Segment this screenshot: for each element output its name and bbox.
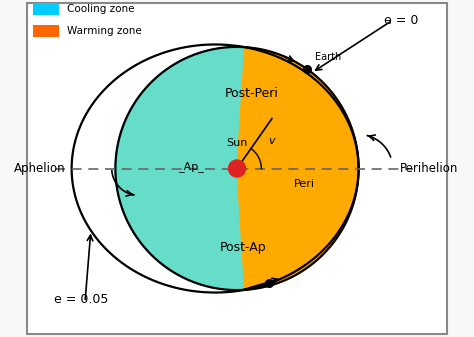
Text: Warming zone: Warming zone <box>67 26 142 36</box>
Text: Perihelion: Perihelion <box>400 162 458 175</box>
Polygon shape <box>115 48 359 289</box>
Polygon shape <box>115 47 245 290</box>
Text: Cooling zone: Cooling zone <box>67 4 134 14</box>
Text: Earth: Earth <box>315 52 341 62</box>
Text: Sun: Sun <box>226 138 248 148</box>
FancyBboxPatch shape <box>27 3 447 334</box>
Circle shape <box>228 160 246 177</box>
Text: v: v <box>268 135 274 146</box>
Polygon shape <box>115 47 359 290</box>
Text: _Ap_: _Ap_ <box>178 161 204 172</box>
Text: Post-Ap: Post-Ap <box>220 241 266 254</box>
Text: Post-Peri: Post-Peri <box>225 87 279 100</box>
Text: e = 0.05: e = 0.05 <box>54 293 109 306</box>
Text: Peri: Peri <box>293 179 314 189</box>
Polygon shape <box>237 47 359 290</box>
Text: Aphelion: Aphelion <box>14 162 66 175</box>
Bar <box>33 3 59 15</box>
Text: e = 0: e = 0 <box>384 14 419 27</box>
Polygon shape <box>245 47 359 290</box>
Bar <box>33 25 59 37</box>
Polygon shape <box>115 48 237 289</box>
